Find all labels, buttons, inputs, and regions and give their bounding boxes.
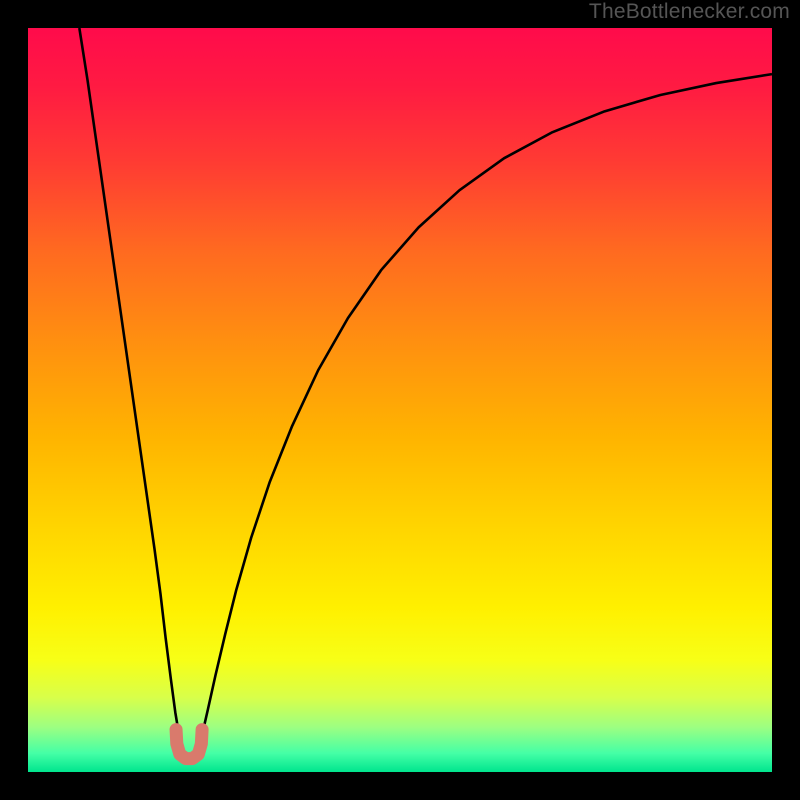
chart-container: TheBottleneсker.com [0, 0, 800, 800]
bottleneck-chart [0, 0, 800, 800]
watermark-text: TheBottleneсker.com [589, 0, 790, 24]
plot-background [28, 28, 772, 772]
